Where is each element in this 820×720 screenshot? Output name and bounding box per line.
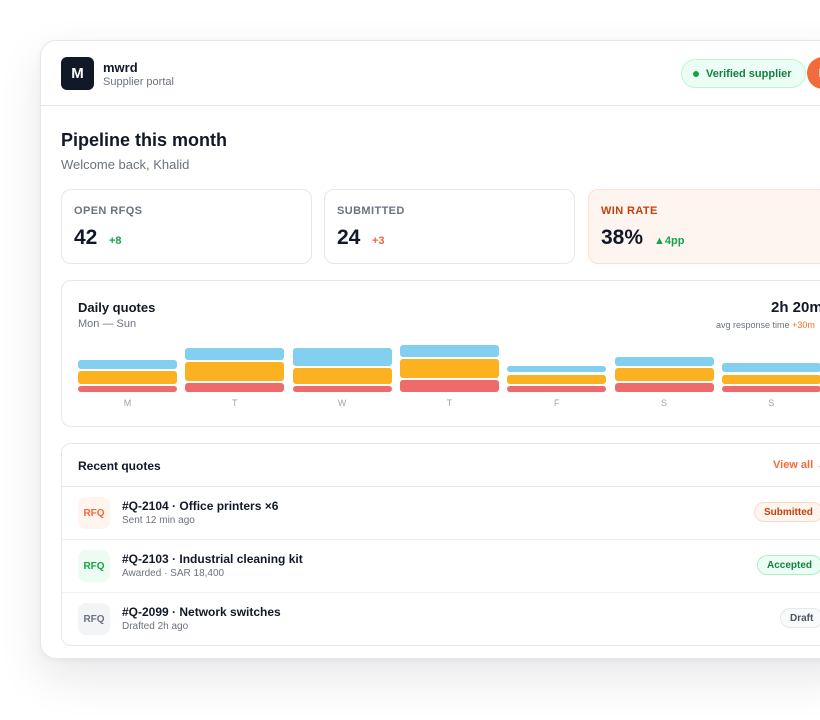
recent-quotes-title: Recent quotes bbox=[78, 459, 161, 473]
status-badge: Accepted bbox=[757, 555, 820, 575]
bar-segment-red bbox=[78, 385, 177, 392]
quote-subtitle: Sent 12 min ago bbox=[122, 515, 195, 526]
rfq-badge: RFQ bbox=[78, 550, 110, 582]
stat-card-win-rate[interactable]: WIN RATE 38% ▲4pp bbox=[588, 189, 820, 264]
rfq-badge: RFQ bbox=[78, 497, 110, 529]
quote-title: #Q-2103 · Industrial cleaning kit bbox=[122, 552, 303, 566]
bar-segment-amber bbox=[78, 371, 177, 384]
quote-row[interactable]: RFQ #Q-2104 · Office printers ×6 Sent 12… bbox=[62, 487, 820, 540]
status-badge: Submitted bbox=[754, 502, 820, 522]
recent-quotes-header: Recent quotes View all → bbox=[62, 444, 820, 487]
stat-label: OPEN RFQS bbox=[74, 205, 143, 217]
daily-quotes-chart: Daily quotes Mon — Sun 2h 20m avg respon… bbox=[61, 280, 820, 427]
x-tick-label: W bbox=[337, 398, 347, 408]
stat-value: 42 bbox=[74, 226, 98, 249]
bar-segment-blue bbox=[185, 347, 285, 361]
brand-subtitle: Supplier portal bbox=[103, 76, 174, 88]
stat-delta: +8 bbox=[109, 235, 122, 247]
bar-segment-amber bbox=[292, 368, 392, 384]
status-badge: Draft bbox=[780, 608, 820, 628]
stat-card-open-rfqs[interactable]: OPEN RFQS 42 +8 bbox=[61, 189, 312, 264]
quote-subtitle: Awarded · SAR 18,400 bbox=[122, 568, 225, 579]
welcome-text: Welcome back, Khalid bbox=[61, 157, 190, 172]
stat-delta: ▲4pp bbox=[654, 235, 685, 247]
bar-segment-blue bbox=[292, 347, 392, 367]
brand-name: mwrd bbox=[103, 60, 138, 75]
bar-segment-amber bbox=[721, 374, 820, 384]
stat-value: 24 bbox=[337, 226, 361, 249]
stat-card-submitted[interactable]: SUBMITTED 24 +3 bbox=[324, 189, 575, 264]
x-tick-label: F bbox=[553, 398, 560, 408]
avg-response-label: avg response time bbox=[716, 320, 790, 330]
user-avatar[interactable]: K bbox=[807, 57, 820, 89]
bar-segment-red bbox=[292, 385, 392, 392]
bar-segment-amber bbox=[614, 368, 714, 381]
quote-row[interactable]: RFQ #Q-2103 · Industrial cleaning kit Aw… bbox=[62, 540, 820, 593]
bar-segment-blue bbox=[78, 360, 177, 370]
bar-segment-blue bbox=[507, 366, 607, 373]
view-all-link[interactable]: View all → bbox=[773, 459, 820, 471]
bar-segment-red bbox=[399, 379, 499, 392]
rfq-badge: RFQ bbox=[78, 603, 110, 635]
quote-row[interactable]: RFQ #Q-2099 · Network switches Drafted 2… bbox=[62, 593, 820, 646]
verified-label: Verified supplier bbox=[706, 67, 792, 80]
verified-supplier-badge: Verified supplier bbox=[681, 59, 806, 88]
status-dot-icon bbox=[693, 70, 699, 77]
chart-subtitle: Mon — Sun bbox=[78, 318, 137, 330]
avg-response-caption: avg response time +30m bbox=[716, 320, 815, 330]
brand-logo: M bbox=[61, 57, 94, 90]
x-tick-label: S bbox=[768, 398, 775, 408]
bar-segment-red bbox=[185, 382, 285, 392]
bar-segment-red bbox=[507, 385, 607, 392]
bar-segment-blue bbox=[721, 363, 820, 373]
x-tick-label: T bbox=[232, 398, 238, 408]
stat-delta: +3 bbox=[372, 235, 385, 247]
quote-title: #Q-2104 · Office printers ×6 bbox=[122, 499, 279, 513]
bar-segment-amber bbox=[185, 362, 285, 381]
bar-segment-amber bbox=[399, 359, 499, 378]
bar-segment-red bbox=[721, 385, 820, 392]
top-bar: M mwrd Supplier portal Verified supplier… bbox=[41, 41, 820, 106]
bar-segment-red bbox=[614, 382, 714, 392]
bar-segment-blue bbox=[614, 357, 714, 367]
recent-quotes-panel: Recent quotes View all → RFQ #Q-2104 · O… bbox=[61, 443, 820, 646]
x-tick-label: S bbox=[660, 398, 667, 408]
x-tick-label: T bbox=[446, 398, 453, 408]
chart-title: Daily quotes bbox=[78, 300, 156, 315]
page-title: Pipeline this month bbox=[61, 130, 228, 150]
quote-subtitle: Drafted 2h ago bbox=[122, 621, 189, 632]
stat-label: WIN RATE bbox=[601, 205, 658, 217]
x-tick-label: M bbox=[123, 398, 132, 408]
stat-label: SUBMITTED bbox=[337, 205, 405, 217]
bar-segment-amber bbox=[507, 374, 607, 384]
avg-response-delta: +30m bbox=[792, 320, 815, 330]
dashboard-card: M mwrd Supplier portal Verified supplier… bbox=[40, 40, 820, 659]
quote-title: #Q-2099 · Network switches bbox=[122, 605, 281, 619]
avg-response-value: 2h 20m bbox=[771, 299, 820, 316]
bar-segment-blue bbox=[399, 344, 499, 357]
stat-value: 38% bbox=[601, 226, 644, 249]
